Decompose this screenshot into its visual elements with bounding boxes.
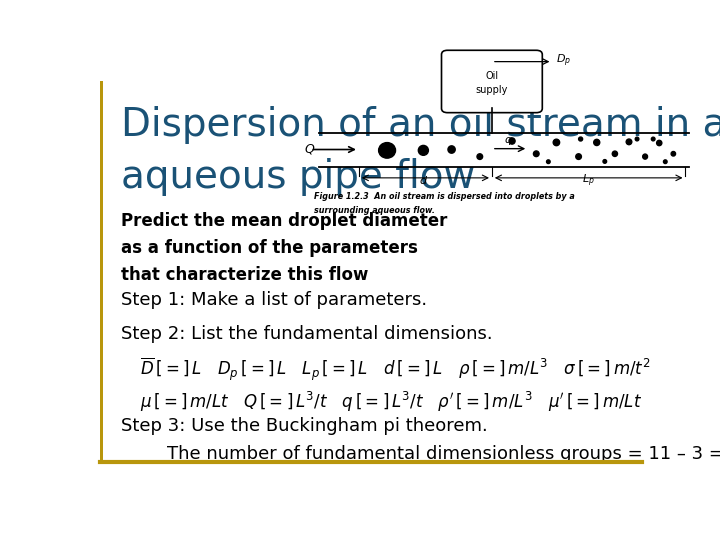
Ellipse shape <box>671 152 675 156</box>
Ellipse shape <box>576 154 582 159</box>
Ellipse shape <box>477 154 482 159</box>
Text: as a function of the parameters: as a function of the parameters <box>121 239 418 258</box>
Text: $d$: $d$ <box>419 173 428 186</box>
Text: Dispersion of an oil stream in an: Dispersion of an oil stream in an <box>121 106 720 144</box>
Text: $\mu\,[=]\,m/Lt \quad Q\,[=]\,L^3/t \quad q\,[=]\,L^3/t \quad \rho'\,[=]\,m/L^3 : $\mu\,[=]\,m/Lt \quad Q\,[=]\,L^3/t \qua… <box>140 390 642 414</box>
Text: Step 3: Use the Buckingham pi theorem.: Step 3: Use the Buckingham pi theorem. <box>121 417 487 435</box>
FancyBboxPatch shape <box>441 50 542 113</box>
Ellipse shape <box>546 160 550 164</box>
Text: Oil: Oil <box>485 71 498 81</box>
Text: Step 2: List the fundamental dimensions.: Step 2: List the fundamental dimensions. <box>121 325 492 343</box>
Text: $Q$: $Q$ <box>305 141 316 156</box>
Text: $L_p$: $L_p$ <box>582 173 595 190</box>
Text: aqueous pipe flow: aqueous pipe flow <box>121 158 475 197</box>
Ellipse shape <box>448 146 455 153</box>
Text: surrounding aqueous flow.: surrounding aqueous flow. <box>315 206 436 215</box>
Ellipse shape <box>626 139 632 145</box>
Ellipse shape <box>652 137 655 141</box>
Ellipse shape <box>418 145 428 156</box>
Ellipse shape <box>663 160 667 164</box>
Text: Predict the mean droplet diameter: Predict the mean droplet diameter <box>121 212 447 231</box>
Ellipse shape <box>553 139 559 146</box>
Ellipse shape <box>635 137 639 141</box>
Text: The number of fundamental dimensionless groups = 11 – 3 = 8: The number of fundamental dimensionless … <box>121 446 720 463</box>
Ellipse shape <box>579 137 582 141</box>
Ellipse shape <box>594 139 600 146</box>
Ellipse shape <box>379 143 395 158</box>
Text: $\overline{D}\,[=]\,L \quad D_p\,[=]\,L \quad L_p\,[=]\,L \quad d\,[=]\,L \quad : $\overline{D}\,[=]\,L \quad D_p\,[=]\,L … <box>140 356 651 383</box>
Ellipse shape <box>534 151 539 157</box>
Text: $D_p$: $D_p$ <box>557 52 572 69</box>
Ellipse shape <box>612 151 618 157</box>
Ellipse shape <box>657 140 662 146</box>
Ellipse shape <box>509 138 515 144</box>
Text: $q$: $q$ <box>504 135 513 147</box>
Text: Step 1: Make a list of parameters.: Step 1: Make a list of parameters. <box>121 292 427 309</box>
Ellipse shape <box>603 160 607 163</box>
Text: Figure 1.2.3  An oil stream is dispersed into droplets by a: Figure 1.2.3 An oil stream is dispersed … <box>315 192 575 201</box>
FancyBboxPatch shape <box>100 82 104 464</box>
Ellipse shape <box>643 154 647 159</box>
Text: supply: supply <box>476 85 508 95</box>
Text: that characterize this flow: that characterize this flow <box>121 266 368 285</box>
